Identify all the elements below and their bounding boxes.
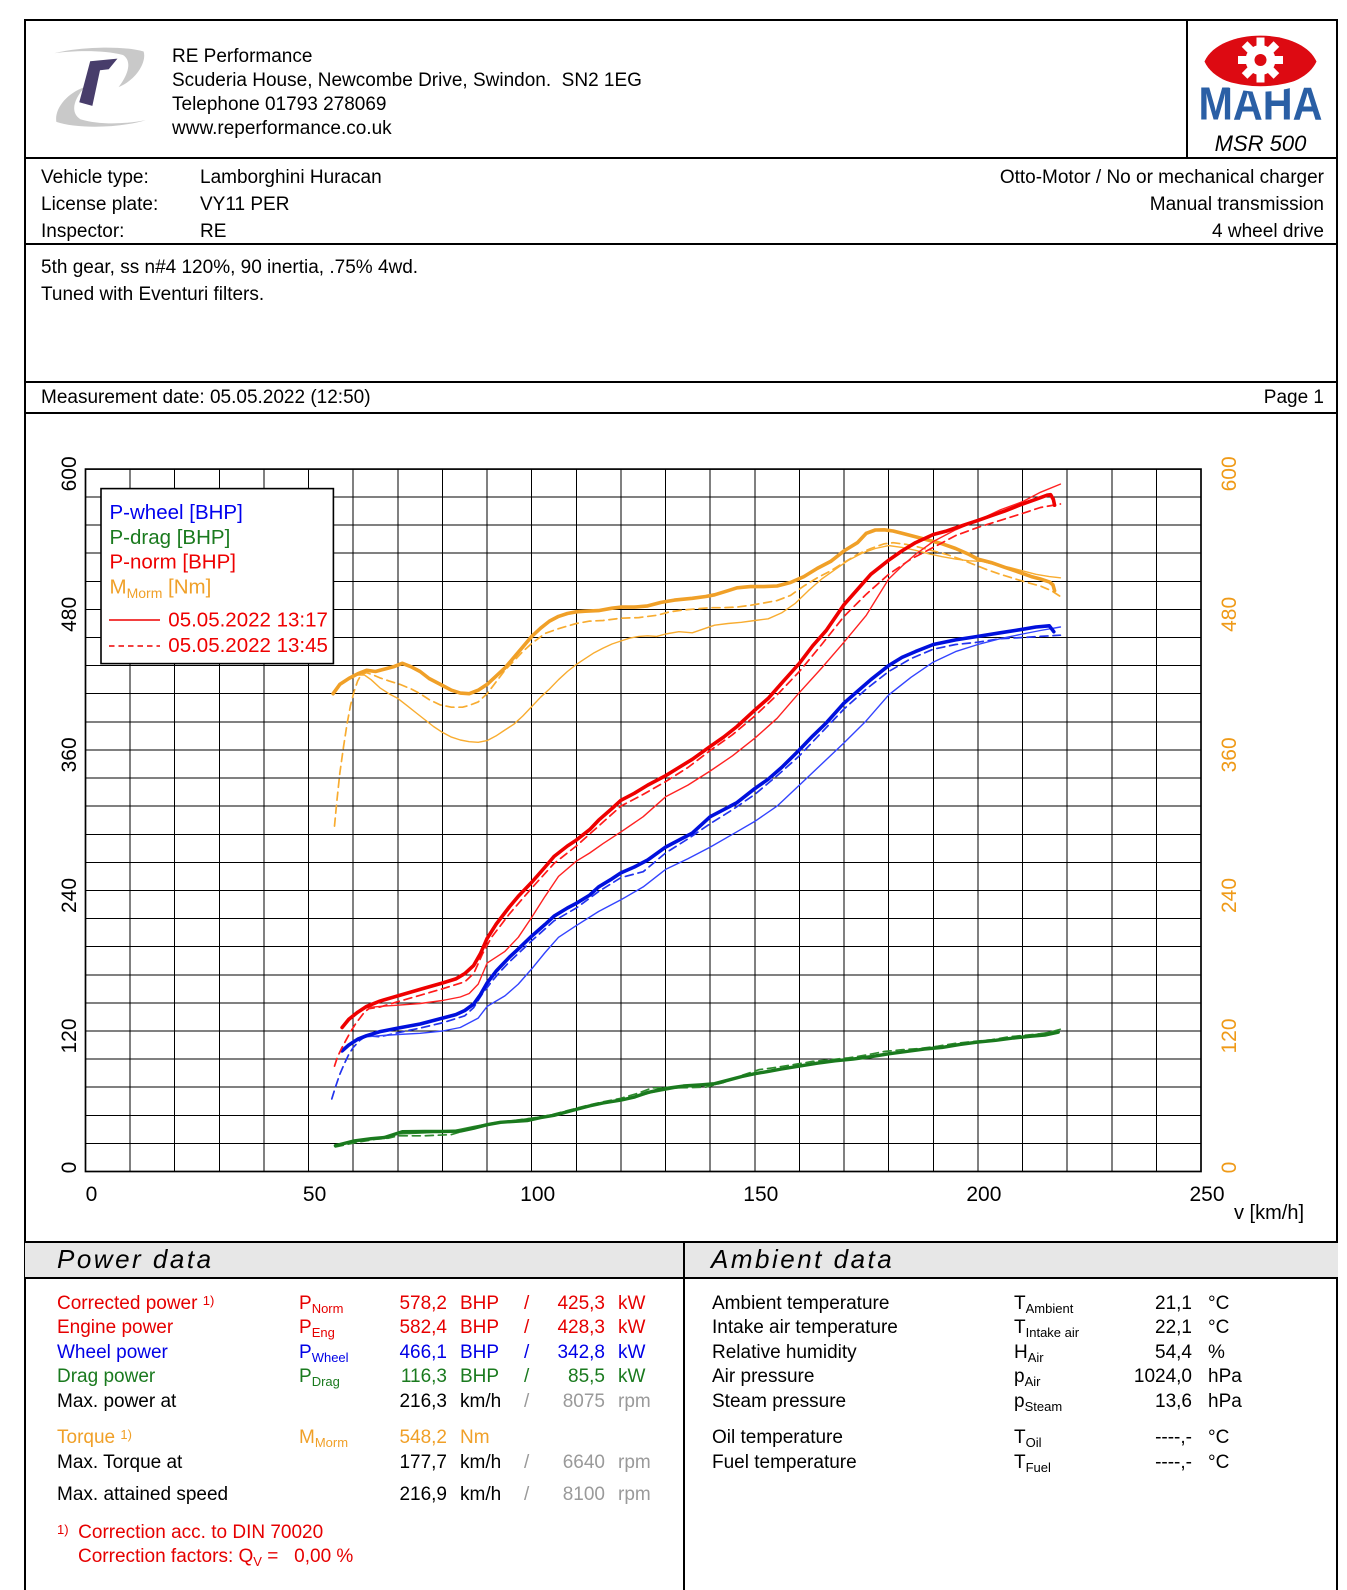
svg-text:P-norm [BHP]: P-norm [BHP] [110,551,236,574]
svg-text:0: 0 [86,1183,98,1206]
svg-text:05.05.2022 13:45: 05.05.2022 13:45 [168,634,328,657]
svg-text:MAHA: MAHA [1199,78,1323,130]
svg-text:150: 150 [743,1183,778,1206]
svg-text:P-drag [BHP]: P-drag [BHP] [110,526,231,549]
svg-text:240: 240 [58,878,81,913]
svg-text:0: 0 [58,1162,81,1174]
svg-text:120: 120 [58,1018,81,1053]
svg-text:360: 360 [1218,737,1241,772]
svg-text:250: 250 [1189,1183,1224,1206]
svg-text:0: 0 [1218,1162,1241,1174]
svg-text:100: 100 [520,1183,555,1206]
svg-text:360: 360 [58,737,81,772]
svg-text:50: 50 [303,1183,326,1206]
svg-text:480: 480 [1218,597,1241,632]
svg-text:v [km/h]: v [km/h] [1234,1202,1304,1224]
svg-text:200: 200 [966,1183,1001,1206]
svg-text:120: 120 [1218,1018,1241,1053]
svg-text:P-wheel [BHP]: P-wheel [BHP] [110,501,243,524]
svg-text:MSR 500: MSR 500 [1215,131,1307,156]
svg-text:600: 600 [58,456,81,491]
svg-text:05.05.2022 13:17: 05.05.2022 13:17 [168,608,328,631]
svg-text:240: 240 [1218,878,1241,913]
svg-text:600: 600 [1218,456,1241,491]
svg-text:480: 480 [58,597,81,632]
